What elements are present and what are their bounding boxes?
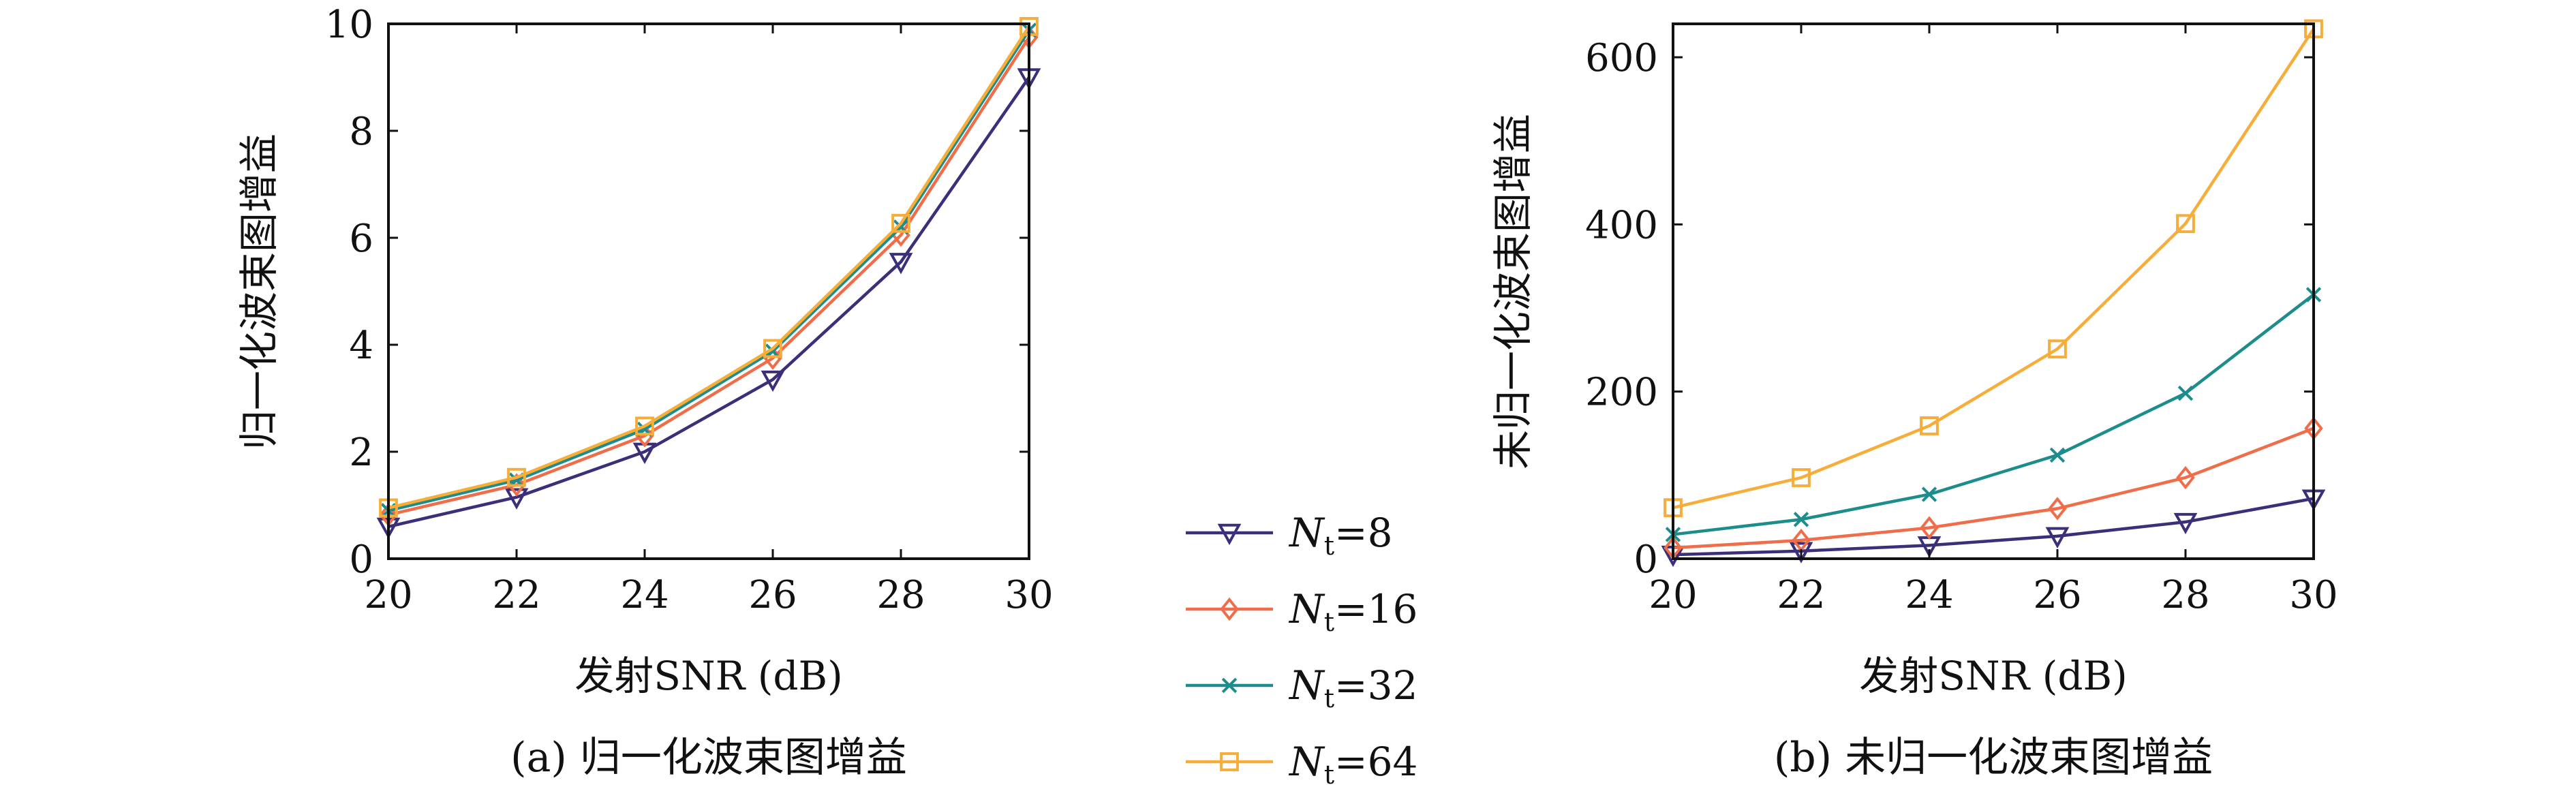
b-series-2-point <box>1921 486 1937 502</box>
a-series-0-point <box>889 253 913 275</box>
legend: Nt=8 Nt=16 Nt=32 Nt=64 <box>1186 510 1417 789</box>
panel-b-plot-frame <box>1672 22 2315 560</box>
b-ytick-label: 0 <box>1634 538 1658 582</box>
b-series-2-point <box>2177 385 2194 401</box>
b-series-line-1 <box>1672 427 2314 550</box>
b-series-2-point <box>2049 447 2066 463</box>
b-xtick-label: 26 <box>2033 573 2081 617</box>
b-series-1 <box>1663 416 2323 560</box>
a-series-3-point <box>507 467 526 487</box>
a-xtick-label: 20 <box>364 573 412 617</box>
b-xtick-label: 30 <box>2289 573 2337 617</box>
b-series-0-point <box>2173 512 2198 535</box>
a-ytick-label: 0 <box>349 538 373 582</box>
a-ytick-label: 6 <box>349 217 373 261</box>
legend-label: Nt=64 <box>1288 739 1417 789</box>
b-series-1-point <box>2176 465 2195 490</box>
b-series-3-point <box>2048 339 2067 359</box>
b-ytick-label: 200 <box>1585 371 1658 415</box>
b-series-line-2 <box>1672 293 2315 536</box>
panel-b-caption: (b) 未归一化波束图增益 <box>1774 734 2213 782</box>
panel-b-ticks-group: 20 22 24 26 28 30 0 200 400 600 <box>1585 24 2338 617</box>
b-ytick-label: 400 <box>1585 203 1658 247</box>
a-xtick-label: 30 <box>1005 573 1053 617</box>
legend-label: Nt=32 <box>1288 662 1417 713</box>
legend-marker <box>1220 752 1239 771</box>
a-xtick-label: 28 <box>876 573 925 617</box>
panel-b-xlabel: 发射SNR (dB) <box>1859 653 2128 699</box>
b-series-3-point <box>1920 416 1939 435</box>
a-ytick-label: 4 <box>349 324 373 368</box>
b-series-1-point <box>1920 516 1939 540</box>
a-series-line-2 <box>388 29 1030 512</box>
legend-marker <box>1217 523 1242 546</box>
panel-a-plot-frame <box>387 22 1030 560</box>
a-series-2 <box>380 22 1037 519</box>
b-series-3-point <box>2176 214 2195 234</box>
legend-marker <box>1220 597 1239 621</box>
b-xtick-label: 20 <box>1649 573 1697 617</box>
legend-entry-2: Nt=32 <box>1186 662 1417 713</box>
a-series-3-point <box>763 339 782 358</box>
legend-entry-1: Nt=16 <box>1186 586 1417 637</box>
a-xtick-label: 26 <box>748 573 797 617</box>
a-series-line-0 <box>388 76 1030 529</box>
b-series-2-point <box>1793 512 1809 527</box>
a-series-0-point <box>761 370 785 392</box>
b-series-line-0 <box>1672 497 2314 557</box>
a-xtick-label: 22 <box>492 573 540 617</box>
b-series-0-point <box>1789 542 1813 563</box>
a-xtick-label: 24 <box>620 573 669 617</box>
a-series-0 <box>376 68 1041 540</box>
panel-b-series-group <box>1661 19 2326 568</box>
legend-entry-0: Nt=8 <box>1186 510 1393 561</box>
a-ytick-label: 8 <box>349 110 373 154</box>
a-series-0-point <box>504 488 529 510</box>
b-series-3 <box>1663 19 2323 518</box>
panel-a-caption: (a) 归一化波束图增益 <box>510 734 907 782</box>
a-series-3-point <box>891 213 910 233</box>
legend-label: Nt=16 <box>1288 586 1417 637</box>
b-series-0-point <box>2045 527 2070 549</box>
b-xtick-label: 22 <box>1777 573 1825 617</box>
panel-a-ylabel: 归一化波束图增益 <box>236 134 282 450</box>
b-series-2 <box>1665 287 2322 542</box>
b-series-0 <box>1661 489 2326 568</box>
panel-b-ylabel: 未归一化波束图增益 <box>1490 114 1536 469</box>
a-ytick-label: 10 <box>325 3 373 47</box>
a-ytick-label: 2 <box>349 431 373 475</box>
legend-label: Nt=8 <box>1288 510 1393 561</box>
a-series-1 <box>379 25 1039 527</box>
b-ytick-label: 600 <box>1585 36 1658 80</box>
panel-b-unnormalized-gain: 20 22 24 26 28 30 0 200 400 600 发射SNR (dB) 未归一化波束… <box>1490 19 2338 782</box>
panel-a-xlabel: 发射SNR (dB) <box>574 653 843 699</box>
b-series-1-point <box>2048 497 2067 521</box>
panel-a-series-group <box>376 17 1041 540</box>
a-series-3 <box>379 17 1039 518</box>
a-series-3-point <box>635 416 654 436</box>
b-xtick-label: 24 <box>1905 573 1953 617</box>
legend-entry-3: Nt=64 <box>1186 739 1417 789</box>
b-series-line-3 <box>1672 28 2315 510</box>
b-xtick-label: 28 <box>2161 573 2209 617</box>
a-series-line-3 <box>388 25 1030 510</box>
legend-marker <box>1221 677 1238 694</box>
a-series-line-1 <box>388 36 1030 516</box>
b-series-3-point <box>1792 468 1811 487</box>
